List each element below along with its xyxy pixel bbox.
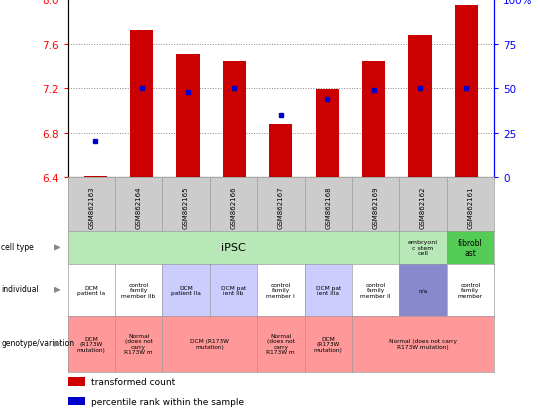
- Text: GSM862168: GSM862168: [325, 186, 331, 229]
- Text: Normal
(does not
carry
R173W m: Normal (does not carry R173W m: [124, 333, 153, 354]
- Text: Normal (does not carry
R173W mutation): Normal (does not carry R173W mutation): [389, 339, 457, 349]
- Text: transformed count: transformed count: [91, 377, 175, 386]
- Text: DCM (R173W
mutation): DCM (R173W mutation): [190, 339, 229, 349]
- Text: cell type: cell type: [1, 242, 34, 251]
- Bar: [408, 36, 431, 178]
- Bar: [68, 397, 85, 406]
- Text: DCM pat
ient IIb: DCM pat ient IIb: [221, 285, 246, 295]
- Text: DCM pat
ient IIIa: DCM pat ient IIIa: [315, 285, 341, 295]
- Text: individual: individual: [1, 285, 39, 293]
- Text: GSM862162: GSM862162: [420, 186, 426, 229]
- Bar: [177, 55, 200, 178]
- Bar: [223, 62, 246, 178]
- Text: genotype/variation: genotype/variation: [1, 338, 75, 347]
- Text: GSM862169: GSM862169: [373, 186, 379, 229]
- Bar: [269, 124, 292, 178]
- Text: control
family
member I: control family member I: [266, 282, 295, 298]
- Text: GSM862163: GSM862163: [88, 186, 94, 229]
- Text: n/a: n/a: [418, 287, 428, 293]
- Text: control
family
member: control family member: [458, 282, 483, 298]
- Bar: [130, 31, 153, 178]
- Text: Normal
(does not
carry
R173W m: Normal (does not carry R173W m: [266, 333, 295, 354]
- Bar: [68, 377, 85, 386]
- Text: DCM
(R173W
mutation): DCM (R173W mutation): [77, 336, 106, 352]
- Text: DCM
patient IIa: DCM patient IIa: [171, 285, 201, 295]
- Text: control
family
member II: control family member II: [360, 282, 391, 298]
- Text: GSM862167: GSM862167: [278, 186, 284, 229]
- Text: fibrobl
ast: fibrobl ast: [458, 238, 483, 257]
- Bar: [315, 90, 339, 178]
- Text: embryoni
c stem
cell: embryoni c stem cell: [408, 240, 438, 256]
- Text: DCM
patient Ia: DCM patient Ia: [77, 285, 105, 295]
- Text: GSM862165: GSM862165: [183, 186, 189, 229]
- Bar: [362, 62, 385, 178]
- Text: percentile rank within the sample: percentile rank within the sample: [91, 396, 244, 406]
- Text: control
family
member IIb: control family member IIb: [122, 282, 156, 298]
- Text: DCM
(R173W
mutation): DCM (R173W mutation): [314, 336, 343, 352]
- Text: GSM862166: GSM862166: [231, 186, 237, 229]
- Text: GSM862161: GSM862161: [468, 186, 474, 229]
- Text: GSM862164: GSM862164: [136, 186, 141, 229]
- Text: iPSC: iPSC: [221, 243, 246, 253]
- Bar: [455, 5, 478, 178]
- Bar: [84, 176, 107, 178]
